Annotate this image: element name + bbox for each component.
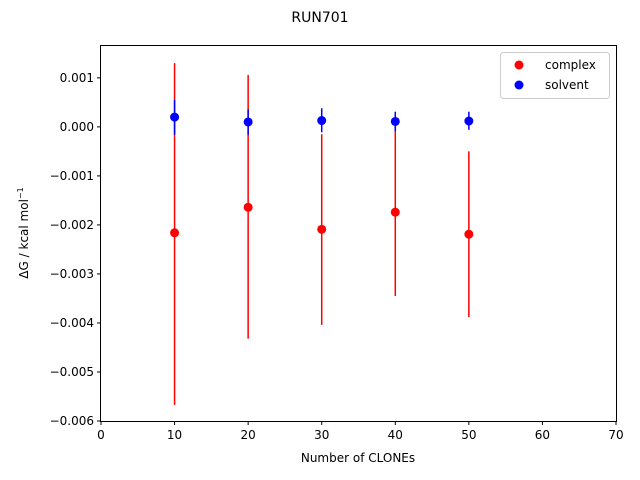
y-tick-label: 0.000: [60, 120, 94, 134]
y-tick-label: −0.006: [50, 414, 94, 428]
y-tick-label: −0.002: [50, 218, 94, 232]
legend-marker-complex: [514, 60, 524, 70]
solvent-point: [390, 116, 400, 126]
solvent-point: [464, 116, 474, 126]
complex-point: [170, 228, 180, 238]
complex-point: [390, 207, 400, 217]
legend-box: [500, 52, 610, 99]
x-tick-label: 30: [314, 428, 329, 442]
solvent-point: [243, 117, 253, 127]
plot-frame: [100, 45, 617, 422]
chart-title: RUN701: [291, 10, 348, 26]
y-axis-label-group: ΔG / kcal mol−1: [16, 187, 31, 278]
complex-point: [317, 224, 327, 234]
y-axis-label-superscript: −1: [16, 187, 25, 199]
legend: complex solvent: [500, 52, 610, 99]
solvent-point: [317, 116, 327, 126]
plot-marks: [170, 63, 474, 405]
complex-point: [243, 202, 253, 212]
y-tick-label: −0.001: [50, 169, 94, 183]
y-tick-label: 0.001: [60, 71, 94, 85]
y-tick-label: −0.003: [50, 267, 94, 281]
complex-point: [464, 229, 474, 239]
x-tick-label: 10: [167, 428, 182, 442]
x-axis-label: Number of CLONEs: [301, 451, 415, 465]
legend-label-solvent: solvent: [545, 78, 589, 92]
axes: 0 10 20 30 40 50 60 70 0.001 0.000 −0.001 −0.002 −0.…: [50, 71, 624, 442]
x-tick-label: 0: [97, 428, 105, 442]
svg-text:ΔG / kcal mol−1: ΔG / kcal mol−1: [16, 187, 31, 278]
x-tick-label: 20: [241, 428, 256, 442]
x-tick-label: 70: [608, 428, 623, 442]
x-tick-label: 60: [535, 428, 550, 442]
legend-label-complex: complex: [545, 58, 596, 72]
y-axis-label: ΔG / kcal mol: [17, 199, 31, 279]
solvent-point: [170, 112, 180, 122]
y-tick-label: −0.004: [50, 316, 94, 330]
x-tick-label: 40: [388, 428, 403, 442]
y-tick-label: −0.005: [50, 365, 94, 379]
x-tick-label: 50: [461, 428, 476, 442]
legend-marker-solvent: [514, 80, 524, 90]
